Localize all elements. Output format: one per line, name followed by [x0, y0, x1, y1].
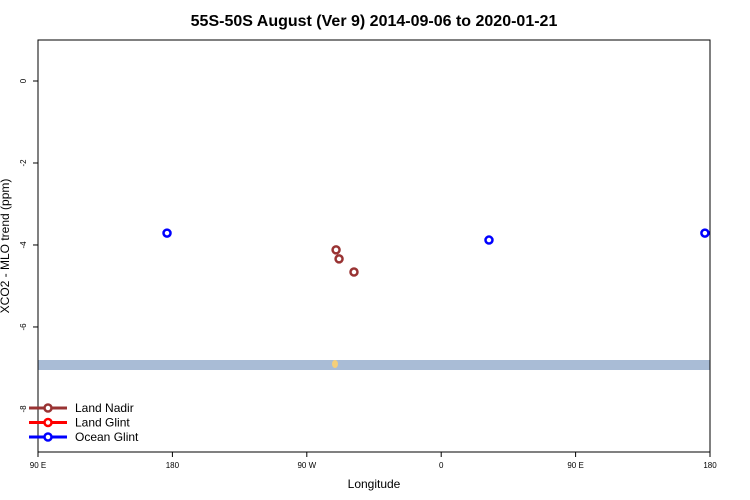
x-tick-label: 180 — [703, 461, 717, 470]
legend-marker — [43, 403, 53, 413]
point — [700, 228, 710, 238]
x-tick-label: 90 E — [30, 461, 46, 470]
y-tick-label: -6 — [19, 323, 28, 331]
legend-label: Land Nadir — [75, 401, 134, 415]
y-tick-label: 0 — [19, 78, 28, 83]
x-tick-label: 0 — [439, 461, 444, 470]
y-axis-label: XCO2 - MLO trend (ppm) — [0, 179, 12, 314]
legend-marker — [43, 417, 53, 428]
y-tick-label: -2 — [19, 159, 28, 167]
map-land — [332, 360, 338, 368]
x-tick-label: 90 E — [567, 461, 583, 470]
legend-label: Land Glint — [75, 416, 130, 430]
x-tick-label: 90 W — [297, 461, 316, 470]
legend-label: Ocean Glint — [75, 430, 139, 444]
legend-marker — [43, 432, 53, 442]
point — [334, 254, 344, 264]
map-strip — [38, 360, 710, 370]
point — [484, 235, 494, 245]
point — [349, 267, 359, 277]
plot-frame — [37, 39, 711, 453]
y-tick-label: -8 — [19, 405, 28, 413]
point — [331, 245, 341, 255]
y-tick-label: -4 — [19, 241, 28, 249]
x-tick-label: 180 — [166, 461, 180, 470]
chart-title: 55S-50S August (Ver 9) 2014-09-06 to 202… — [191, 13, 558, 30]
x-axis-label: Longitude — [348, 477, 401, 491]
point — [162, 228, 172, 238]
